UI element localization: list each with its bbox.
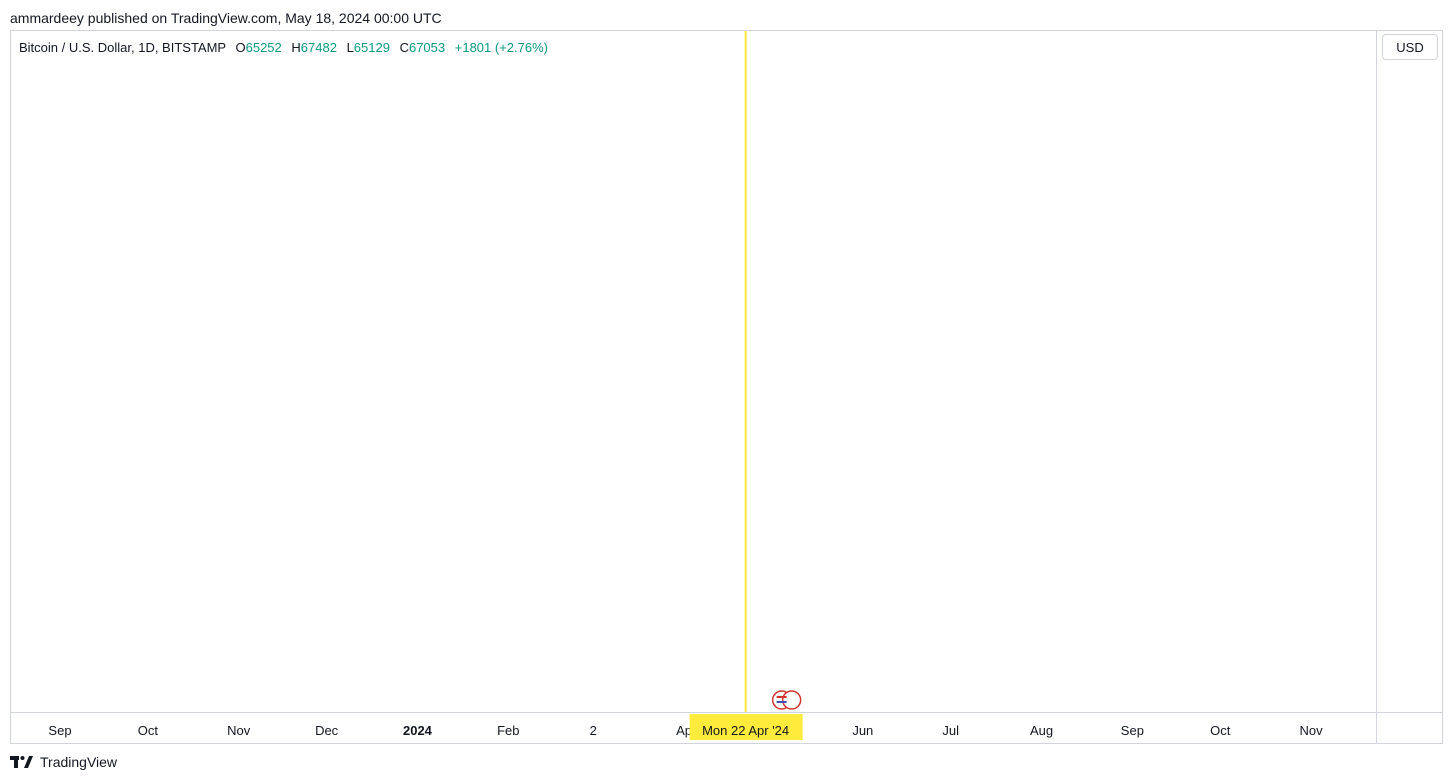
close-value: 67053 <box>408 40 446 55</box>
brand-name: TradingView <box>40 754 118 770</box>
high-value: 67482 <box>300 40 337 55</box>
low-value: 65129 <box>353 40 390 55</box>
open-value: 65252 <box>245 40 282 55</box>
crosshair-date-bg <box>689 714 803 740</box>
symbol-title: Bitcoin / U.S. Dollar, 1D, BITSTAMP <box>19 40 226 55</box>
tradingview-logo-icon <box>10 756 33 768</box>
event-flag-icon-2 <box>781 690 802 710</box>
x-tick-label-1: Oct <box>138 723 159 738</box>
high-label: H <box>291 40 301 55</box>
footer-brand: TradingView <box>10 754 117 770</box>
open-label: O <box>235 40 246 55</box>
currency-button[interactable]: USD <box>1382 34 1438 60</box>
x-tick-label-3: Dec <box>315 723 339 738</box>
crosshair-date-tag: Mon 22 Apr '24 <box>689 714 803 740</box>
chart-frame <box>10 30 1443 744</box>
x-tick-label-9: Jul <box>942 723 959 738</box>
x-tick-label-13: Nov <box>1300 723 1324 738</box>
x-tick-label-7: Ap <box>676 723 692 738</box>
x-tick-label-2: Nov <box>227 723 251 738</box>
x-tick-label-10: Aug <box>1030 723 1053 738</box>
x-tick-label-0: Sep <box>48 723 71 738</box>
x-tick-label-4: 2024 <box>403 723 433 738</box>
plot-area <box>744 31 747 712</box>
change-value: +1801 (+2.76%) <box>454 40 548 55</box>
x-tick-label-8: Jun <box>852 723 873 738</box>
x-tick-label-5: Feb <box>497 723 519 738</box>
publisher-line: ammardeey published on TradingView.com, … <box>10 10 442 26</box>
symbol-legend: Bitcoin / U.S. Dollar, 1D, BITSTAMP O652… <box>19 40 548 55</box>
x-tick-label-11: Sep <box>1121 723 1144 738</box>
flag-stripe <box>776 696 787 698</box>
crosshair-date-label: Mon 22 Apr '24 <box>702 723 789 738</box>
x-tick-label-6: 2 <box>590 723 597 738</box>
x-tick-label-12: Oct <box>1210 723 1231 738</box>
flag-stripe-2 <box>776 701 787 703</box>
low-label: L <box>346 40 354 55</box>
close-label: C <box>399 40 409 55</box>
